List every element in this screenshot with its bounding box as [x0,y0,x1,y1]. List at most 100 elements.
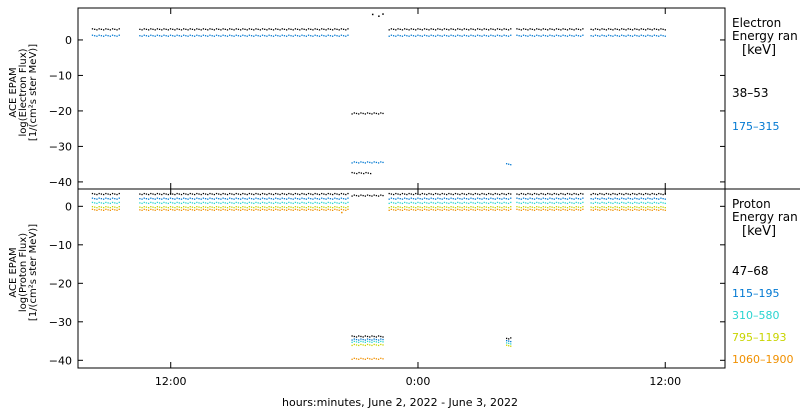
data-point [426,28,428,30]
data-point [209,208,211,210]
data-point [443,201,446,204]
data-point [618,209,621,211]
data-point [329,202,332,204]
data-point [371,113,373,115]
data-point [364,113,366,115]
data-point [371,162,373,164]
data-point [331,193,334,196]
data-point [198,202,200,204]
data-point [185,28,187,30]
data-point [507,29,510,31]
data-point [395,192,397,195]
data-point [96,29,98,31]
data-point [371,344,373,347]
data-point [516,201,518,204]
data-point [388,35,390,37]
data-point [551,202,553,204]
legend-entry: 115–195 [732,287,780,300]
data-point [430,193,432,195]
data-point [651,209,653,211]
data-point [518,209,520,211]
data-point [264,35,266,37]
data-point [323,206,325,208]
data-point [472,209,474,211]
data-point [118,205,120,208]
data-point [490,205,492,208]
data-point [375,161,378,164]
data-point [382,112,384,115]
data-point [327,192,329,195]
data-point [520,209,522,211]
data-point [114,206,116,208]
data-point [373,335,375,338]
data-point [98,208,100,210]
data-point [527,202,529,205]
data-point [457,205,459,208]
data-point [655,206,658,208]
data-point [597,28,599,30]
data-point [362,161,364,164]
data-point [100,202,103,204]
data-point [631,209,634,211]
data-point [419,202,421,204]
data-point [288,192,290,195]
series-175–315 [91,34,666,166]
data-point [631,202,634,205]
data-point [401,198,404,200]
data-point [658,202,660,205]
data-point [102,193,105,196]
data-point [625,202,627,205]
data-point [441,29,443,31]
data-point [544,209,547,211]
data-point [555,34,558,36]
data-point [434,202,437,205]
data-point [382,341,384,343]
data-point [636,28,638,30]
data-point [655,193,658,196]
data-point [634,193,636,195]
data-point [111,28,114,30]
data-point [542,205,544,208]
data-point [538,35,540,37]
data-point [551,35,553,37]
data-point [178,193,180,195]
data-point [432,198,435,200]
data-point [222,28,224,30]
data-point [399,35,401,37]
data-point [198,198,200,200]
data-point [154,29,156,31]
data-point [158,209,161,211]
data-point [625,209,627,211]
data-point [525,198,527,200]
data-point [220,202,222,205]
data-point [231,206,233,208]
data-point [450,28,452,30]
data-point [555,193,558,195]
data-point [100,209,103,211]
data-point [334,208,336,210]
data-point [660,193,662,195]
data-point [355,161,358,164]
data-point [185,209,187,211]
data-point [562,193,564,195]
data-point [211,28,213,30]
data-point [599,29,601,31]
data-point [406,209,408,211]
data-point [625,198,627,200]
data-point [246,193,248,196]
data-point [202,208,205,210]
data-point [202,205,205,208]
data-point [292,209,294,211]
data-point [417,205,419,208]
data-point [156,34,159,36]
data-point [345,206,347,209]
data-point [145,206,148,208]
data-point [629,193,632,196]
data-point [213,198,215,200]
data-point [111,197,114,199]
data-point [463,201,465,204]
data-point [647,197,649,199]
data-point [503,205,505,208]
data-point [390,28,393,30]
